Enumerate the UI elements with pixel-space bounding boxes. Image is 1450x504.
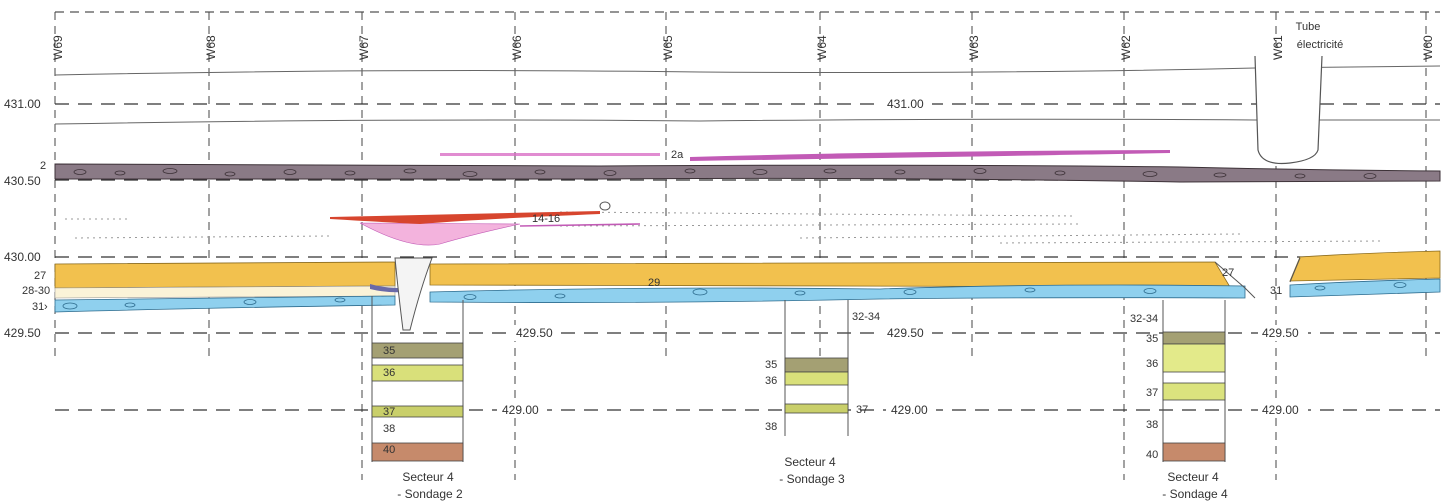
pebble-outline xyxy=(599,201,611,211)
elevation-label: 429.50 xyxy=(4,326,41,340)
column-label: W63 xyxy=(967,35,981,60)
layer-label: 32-34 xyxy=(1130,313,1158,325)
layer-31-pebbles xyxy=(62,282,1407,310)
sondage-caption-line1: Secteur 4 xyxy=(1167,470,1219,484)
sondage-3-column xyxy=(784,300,849,436)
sondage-layer-number: 38 xyxy=(1146,419,1158,431)
layer-27-middle xyxy=(429,261,1231,288)
layer-2a-right xyxy=(690,150,1170,161)
layer-27-left xyxy=(54,261,396,289)
trench-edge-east xyxy=(1289,257,1301,283)
elevation-label: 429.50 xyxy=(1262,326,1299,340)
sondage-layer-number: 38 xyxy=(765,421,777,433)
trench-edge-right xyxy=(1214,261,1256,299)
mid-elevation-labels: 431.00 429.50 429.50 429.50 429.00 429.0… xyxy=(497,96,1308,418)
elevation-label: 431.00 xyxy=(887,97,924,111)
pit-fill-pink xyxy=(359,222,521,246)
sondage-layer-number: 35 xyxy=(383,345,395,357)
layer-31-right xyxy=(1289,278,1441,298)
sondage-caption-line1: Secteur 4 xyxy=(402,470,454,484)
surface-line-top xyxy=(54,65,1441,76)
elevation-label: 429.00 xyxy=(502,403,539,417)
layer-31-middle xyxy=(429,284,1246,303)
column-label: W64 xyxy=(815,35,829,60)
sondage-layer-number: 36 xyxy=(1146,358,1158,370)
column-label: W65 xyxy=(661,35,675,60)
elevation-label: 429.50 xyxy=(516,326,553,340)
layer-label: 28-30 xyxy=(22,285,50,297)
layer-27-right xyxy=(1289,250,1441,282)
sondage-layer-number: 37 xyxy=(1146,387,1158,399)
tube-note-line2: électricité xyxy=(1297,39,1343,51)
sondage-layer-number: 36 xyxy=(765,375,777,387)
column-label: W61 xyxy=(1271,35,1285,60)
sondage-caption-line1: Secteur 4 xyxy=(784,455,836,469)
surface-line-second xyxy=(54,118,1440,125)
layer-2-band xyxy=(54,163,1441,183)
pit-cut-fill xyxy=(394,257,433,331)
layer-label: 14-16 xyxy=(532,213,560,225)
column-label: W68 xyxy=(204,35,218,60)
column-label: W62 xyxy=(1119,35,1133,60)
tube-note-line1: Tube xyxy=(1296,21,1321,33)
sondage-layer-number: 35 xyxy=(765,359,777,371)
sondage-layer-number: 37 xyxy=(383,406,395,418)
dotted-horizons xyxy=(65,211,1381,244)
layer-2-pebbles xyxy=(73,168,1377,179)
elevation-label: 430.50 xyxy=(4,174,41,188)
elevation-label: 431.00 xyxy=(4,97,41,111)
sondage-layer-number: 40 xyxy=(1146,449,1158,461)
sondage-layer-number: 36 xyxy=(383,367,395,379)
layer-label: 29 xyxy=(648,277,660,289)
layer-label: 32-34 xyxy=(852,311,880,323)
elevation-label: 429.00 xyxy=(891,403,928,417)
sondage-caption-line2: - Sondage 2 xyxy=(397,487,463,501)
layer-2a-left xyxy=(440,153,660,156)
lens-tail xyxy=(519,223,641,227)
column-label: W66 xyxy=(510,35,524,60)
electric-tube-trench xyxy=(1254,55,1323,165)
sondage-4-column xyxy=(1162,300,1226,462)
elevation-label: 429.00 xyxy=(1262,403,1299,417)
sondage-layer-number: 40 xyxy=(383,444,395,456)
sondage-layer-number: 38 xyxy=(383,423,395,435)
layer-label: 31 xyxy=(32,301,44,313)
sondage-2-column xyxy=(371,296,464,462)
layer-label: 31 xyxy=(1270,285,1282,297)
elevation-label: 430.00 xyxy=(4,250,41,264)
column-label: W69 xyxy=(51,35,65,60)
sondage-caption-line2: - Sondage 3 xyxy=(779,472,845,486)
column-label: W60 xyxy=(1421,35,1435,60)
layer-label: 2a xyxy=(671,149,684,161)
column-label: W67 xyxy=(357,35,371,60)
sondage-layer-number: 35 xyxy=(1146,333,1158,345)
layer-14-16-lens xyxy=(330,211,600,224)
grid-horizontals xyxy=(55,103,1440,411)
layer-pointer-arrow: › xyxy=(44,301,48,313)
sondage-layer-number: 37 xyxy=(856,404,868,416)
layer-label: 2 xyxy=(40,160,46,172)
layer-31-left xyxy=(54,295,396,313)
elevation-label: 429.50 xyxy=(887,326,924,340)
sondage-caption-line2: - Sondage 4 xyxy=(1162,487,1228,501)
grid-verticals xyxy=(54,12,1427,480)
layer-label: 27 xyxy=(34,270,46,282)
layer-label: 27 xyxy=(1222,267,1234,279)
